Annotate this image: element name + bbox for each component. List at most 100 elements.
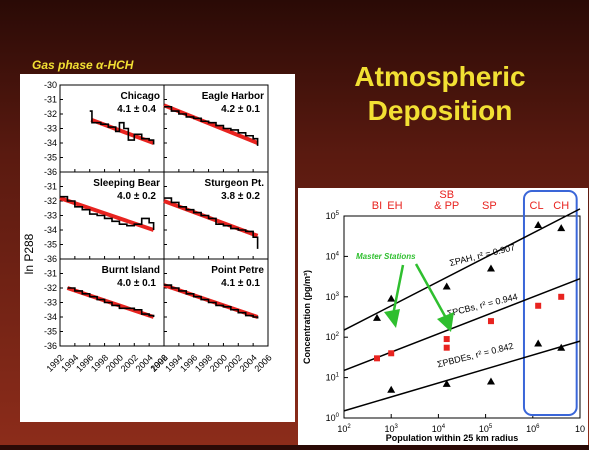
time-series-chart: ln P288 -30 -31 -32 -33 -34 -35 -36 Chicago 4.1 ±… [22,80,274,374]
x-tick-label: 103 [385,424,399,434]
slide-title: Atmospheric Deposition [300,60,580,128]
x-tick-label: 2006 [252,353,273,374]
data-point-2-4 [557,343,566,351]
y-tick-label: -31 [44,269,57,279]
y-tick-label: -33 [44,298,57,308]
x-tick-label: 106 [526,424,540,434]
y-tick-label: 102 [326,332,340,342]
fit-line-1 [343,278,581,372]
y-tick-label: -34 [44,225,57,235]
x-tick-label: 102 [337,424,351,434]
y-tick-label: -31 [44,95,57,105]
arrow-head-1 [384,309,400,328]
y-tick-label: -35 [44,327,57,337]
observed-line-3 [164,197,259,249]
y-tick-label: -32 [44,196,57,206]
observed-line-2 [60,195,155,230]
data-point-2-1 [442,379,451,387]
observed-line-0 [89,110,155,145]
panel-rate-2: 4.0 ± 0.2 [117,191,156,202]
x-tick-label: 10 [575,424,585,434]
series-label-1: ΣPCBs, r² = 0.944 [446,291,519,318]
x-tick-label: 104 [432,424,446,434]
x-axis-label: Population within 25 km radius [386,433,519,443]
panel-name-4: Burnt Island [102,265,160,276]
y-tick-label: -35 [44,153,57,163]
panel-name-0: Chicago [121,91,160,102]
observed-line-5 [164,284,259,319]
site-label-5: CL [530,200,544,212]
y-tick-label: 100 [326,413,340,423]
arrow-shaft-1 [391,264,405,316]
left-chart-panel: ln P288 -30 -31 -32 -33 -34 -35 -36 Chicago 4.1 ±… [20,74,295,422]
arrow-shaft-2 [414,263,448,319]
y-tick-label: -36 [44,254,57,264]
y-tick-label: 104 [326,251,340,261]
data-point-1-5 [535,302,542,309]
data-point-1-1 [388,350,395,357]
data-point-0-2 [442,282,451,290]
data-point-1-2 [443,336,450,343]
site-label-2: SB [439,189,454,201]
data-point-1-6 [558,293,565,300]
y-tick-label: -34 [44,312,57,322]
data-point-2-0 [387,385,396,393]
data-point-2-2 [486,377,495,385]
panel-rate-4: 4.0 ± 0.1 [117,278,156,289]
site-label-3: & PP [434,200,459,212]
slide-title-line1: Atmospheric [354,61,526,92]
y-tick-label: 101 [326,373,340,383]
y-tick-label: -34 [44,138,57,148]
y-tick-label: -30 [44,80,57,90]
concentration-vs-population-chart: 100 101 102 103 104 105 102 103 104 105 106 10 Popul… [302,189,585,443]
plot-frame [343,215,581,419]
panel-name-5: Point Petre [211,265,264,276]
data-point-0-3 [486,264,495,272]
y-tick-label: -33 [44,211,57,221]
observed-line-1 [164,105,259,146]
highlight-box [522,190,578,416]
panel-rate-5: 4.1 ± 0.1 [221,278,260,289]
y-tick-label: -36 [44,341,57,351]
data-point-0-1 [387,294,396,302]
panel-rate-3: 3.8 ± 0.2 [221,191,260,202]
site-label-4: SP [482,200,497,212]
y-tick-label: -31 [44,182,57,192]
panel-rate-1: 4.2 ± 0.1 [221,104,260,115]
left-chart-caption: Gas phase α-HCH [32,58,134,72]
y-axis-label: ln P288 [22,233,36,274]
y-tick-label: -33 [44,124,57,134]
panel-name-3: Sturgeon Pt. [205,178,265,189]
data-point-0-4 [534,220,543,228]
panel-name-1: Eagle Harbor [202,91,264,102]
slide-title-line2: Deposition [367,95,513,126]
fit-line-0 [343,208,581,331]
x-tick-label: 105 [479,424,493,434]
data-point-1-4 [487,318,494,325]
panel-rate-0: 4.1 ± 0.4 [117,104,156,115]
observed-line-4 [67,287,155,317]
data-point-1-0 [373,355,380,362]
y-tick-label: -32 [44,283,57,293]
series-label-0: ΣPAH, r² = 0.907 [448,242,516,268]
master-stations-label: Master Stations [356,252,416,261]
y-tick-label: -32 [44,109,57,119]
y-tick-label: -36 [44,167,57,177]
data-point-2-3 [534,339,543,347]
y-axis-label: Concentration (pg/m³) [302,270,312,364]
data-point-0-0 [372,313,381,321]
y-tick-label: 103 [326,292,340,302]
data-point-0-5 [557,224,566,232]
arrow-head-2 [437,312,454,332]
site-label-0: BI [372,200,382,212]
y-tick-label: 105 [326,211,340,221]
fit-line-2 [59,196,155,232]
right-chart-panel: 100 101 102 103 104 105 102 103 104 105 106 10 Popul… [298,188,588,445]
site-label-6: CH [553,200,569,212]
site-label-1: EH [387,200,402,212]
panel-name-2: Sleeping Bear [93,178,160,189]
fit-line-2 [343,340,581,412]
y-tick-label: -35 [44,240,57,250]
data-point-1-3 [443,344,450,351]
